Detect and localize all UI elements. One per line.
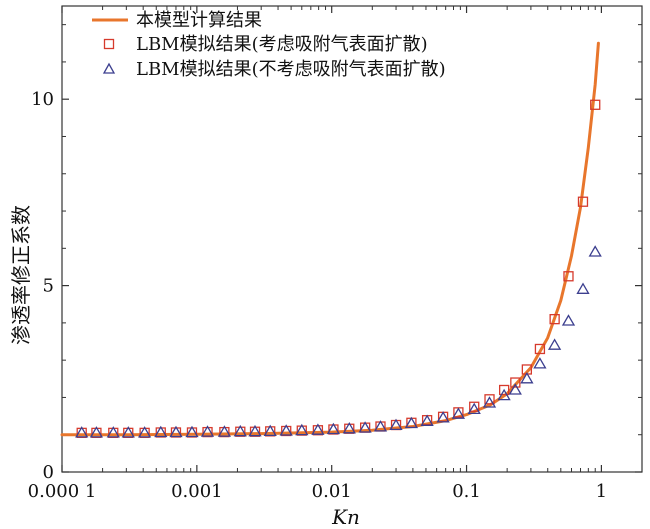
triangle-point	[233, 424, 247, 437]
triangle-point	[342, 422, 356, 434]
triangle-point	[311, 423, 325, 435]
triangle-point	[358, 421, 372, 433]
square-point	[484, 394, 495, 405]
triangle-point	[279, 424, 293, 436]
triangle-point	[420, 414, 434, 426]
triangle-point	[467, 402, 481, 415]
triangle-point	[576, 282, 590, 294]
x-tick-label-3: 0.1	[452, 481, 481, 502]
legend-triangle-marker	[102, 62, 116, 74]
triangle-point	[263, 424, 277, 437]
x-tick-label-1: 0.001	[171, 481, 223, 502]
triangle-point	[561, 314, 576, 326]
triangle-point	[185, 425, 199, 438]
triangle-point	[295, 423, 309, 436]
x-tick-label-2: 0.01	[312, 481, 352, 502]
triangle-point	[373, 420, 388, 432]
plot-area	[61, 5, 643, 473]
y-tick-label-1: 5	[43, 276, 54, 297]
y-tick-label-0: 0	[43, 462, 54, 483]
triangle-point	[200, 425, 215, 437]
triangle-point	[75, 426, 89, 438]
triangle-point	[137, 426, 152, 438]
triangle-point	[497, 388, 511, 401]
triangle-point	[389, 418, 403, 431]
square-point	[510, 377, 521, 388]
triangle-point	[520, 372, 534, 384]
square-point	[498, 384, 510, 396]
triangle-point	[508, 383, 522, 395]
x-tick-label-0: 0.000 1	[28, 481, 97, 502]
triangle-point	[451, 407, 466, 419]
legend: 本模型计算结果 LBM模拟结果(考虑吸附气表面扩散) LBM模拟结果(不考虑吸附…	[92, 10, 446, 80]
triangle-point	[248, 424, 262, 437]
legend-label-model: 本模型计算结果	[136, 10, 262, 31]
plot-frame	[61, 5, 643, 473]
triangle-point	[121, 426, 135, 438]
legend-square-marker	[103, 38, 115, 50]
model-curve	[60, 41, 600, 437]
square-point	[549, 314, 560, 325]
triangle-point	[547, 338, 562, 350]
triangle-point	[326, 422, 341, 435]
square-point	[469, 401, 480, 412]
triangle-point	[89, 426, 104, 438]
legend-label-lbm-surface: LBM模拟结果(考虑吸附气表面扩散)	[136, 34, 428, 55]
triangle-point	[436, 411, 450, 423]
x-axis-title: Kn	[331, 505, 360, 529]
series-layer	[60, 41, 602, 439]
triangle-point	[169, 425, 183, 438]
square-point	[563, 271, 574, 282]
triangle-point	[533, 357, 547, 369]
square-point	[534, 343, 546, 355]
legend-label-lbm-nosurface: LBM模拟结果(不考虑吸附气表面扩散)	[136, 59, 446, 80]
y-axis-title: 渗透率修正系数	[9, 205, 33, 345]
x-tick-label-4: 1	[596, 481, 607, 502]
triangle-point	[154, 425, 168, 438]
square-point	[590, 99, 601, 110]
triangle-point	[106, 426, 120, 438]
triangle-point	[404, 416, 419, 429]
triangle-point	[217, 425, 232, 437]
y-tick-label-2: 10	[31, 89, 54, 110]
triangle-point	[588, 245, 602, 257]
square-point	[577, 196, 589, 207]
triangle-point	[482, 396, 497, 408]
